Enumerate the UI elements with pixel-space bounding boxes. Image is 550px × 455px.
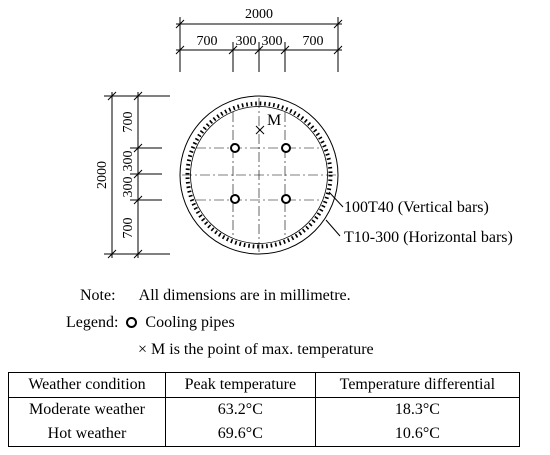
dim-top-total: 2000 (245, 7, 273, 22)
table-header-row: Weather condition Peak temperature Tempe… (8, 372, 521, 398)
table-cell: 63.2°C (164, 397, 316, 422)
pile-cross-section-drawing: 2000 700 300 300 700 2000 700 300 300 70… (95, 7, 513, 259)
table-header: Temperature differential (314, 372, 521, 398)
table-cell: 18.3°C (314, 397, 521, 422)
notes-block: Note: All dimensions are in millimetre. … (0, 283, 550, 363)
table-cell: 69.6°C (164, 422, 316, 447)
note-text: All dimensions are in millimetre. (138, 287, 351, 304)
table-header: Weather condition (8, 372, 166, 398)
legend-m-text: M is the point of max. temperature (151, 341, 374, 358)
dim-top-seg-1: 700 (197, 34, 218, 49)
pile-outline (179, 95, 339, 255)
table-header: Peak temperature (164, 372, 316, 398)
legend-pipes-row: Legend: Cooling pipes (66, 314, 235, 332)
dim-left-seg-1: 700 (121, 112, 136, 133)
table-row: Hot weather 69.6°C 10.6°C (8, 422, 521, 447)
dim-left-seg-2: 300 (121, 151, 136, 172)
table-cell: Hot weather (8, 422, 166, 447)
note-label: Note: (80, 287, 116, 304)
legend-label: Legend: (66, 314, 119, 331)
table-cell: Moderate weather (8, 397, 166, 422)
note-row: Note: All dimensions are in millimetre. (80, 287, 351, 305)
table-cell: 10.6°C (314, 422, 521, 447)
legend-m-row: × M is the point of max. temperature (138, 341, 374, 359)
centre-lines (182, 98, 336, 252)
cooling-pipe-icon (126, 316, 138, 328)
temperature-table: Weather condition Peak temperature Tempe… (8, 372, 521, 447)
vertical-bars-label: 100T40 (Vertical bars) (344, 199, 489, 216)
legend-pipes-text: Cooling pipes (145, 314, 235, 331)
left-dimensions (104, 91, 170, 259)
cooling-pipe-icon (230, 143, 240, 153)
cross-icon: × (138, 341, 148, 358)
dim-left-seg-4: 700 (121, 218, 136, 239)
dim-left-seg-3: 300 (121, 177, 136, 198)
dim-top-seg-2: 300 (236, 34, 257, 49)
horizontal-bars-label: T10-300 (Horizontal bars) (344, 229, 513, 246)
cooling-pipe-icon (281, 143, 291, 153)
table-row: Moderate weather 63.2°C 18.3°C (8, 397, 521, 422)
top-dimensions (175, 17, 343, 72)
dim-top-seg-4: 700 (303, 34, 324, 49)
point-m-label: M (267, 112, 281, 129)
cooling-pipe-icon (230, 194, 240, 204)
dim-top-seg-3: 300 (262, 34, 283, 49)
leader-lines (325, 191, 344, 237)
max-temp-point-icon (255, 125, 265, 135)
dim-left-total: 2000 (95, 161, 110, 189)
cooling-pipe-icon (281, 194, 291, 204)
